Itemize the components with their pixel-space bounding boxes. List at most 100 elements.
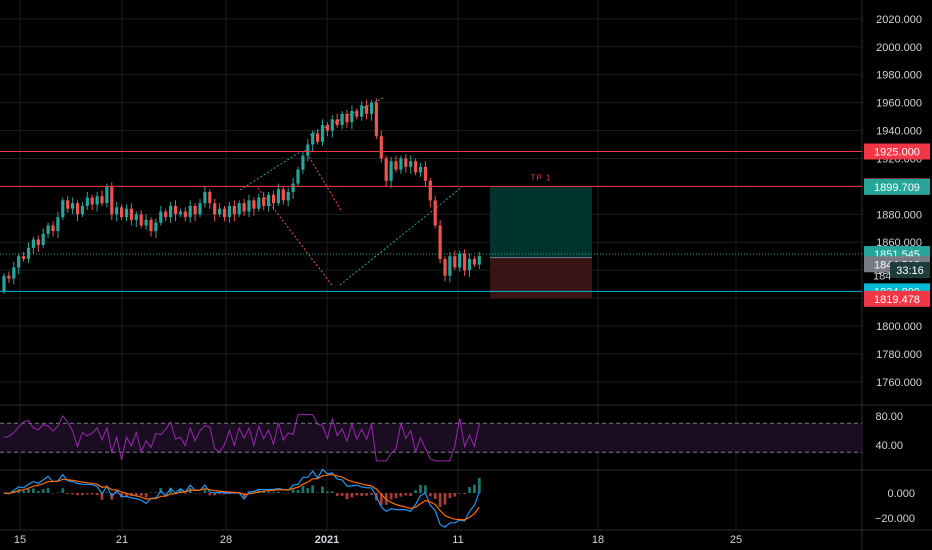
time-tick-label: 28 [220, 534, 232, 546]
candle-body [159, 211, 163, 223]
macd-histogram-bar [272, 492, 275, 493]
trend-lines[interactable] [239, 96, 463, 286]
candle-body [100, 196, 104, 204]
macd-histogram-bar [125, 493, 128, 497]
macd-histogram-bar [41, 489, 45, 493]
macd-histogram-bar [169, 487, 172, 493]
macd-histogram-bar [335, 493, 339, 497]
candle-body [75, 203, 80, 215]
price-tick-label: 1940.000 [876, 126, 922, 138]
macd-histogram-bar [477, 477, 481, 493]
candle-body [218, 208, 222, 215]
channel-line-red [304, 149, 343, 213]
candle-body [306, 144, 310, 156]
candle-body [414, 161, 418, 173]
candle-body [286, 191, 290, 201]
candle-body [242, 203, 246, 212]
macd-histogram-bar [458, 493, 462, 494]
candle-body [51, 225, 55, 232]
macd-histogram-bar [183, 493, 187, 494]
macd-histogram-bar [81, 493, 84, 496]
candle-body [22, 256, 26, 259]
candle-body [291, 183, 295, 192]
macd-histogram-bar [291, 489, 295, 493]
macd-histogram-bar [134, 493, 138, 496]
macd-histogram-bar [296, 490, 300, 493]
macd-histogram-bar [277, 491, 280, 493]
price-tick-label: 1780.000 [876, 349, 922, 361]
candle-body [232, 205, 236, 215]
candle-body [203, 191, 207, 204]
candle-body [271, 194, 276, 204]
candle-body [105, 186, 109, 204]
macd-histogram-bar [316, 492, 319, 494]
macd-histogram-bar [301, 486, 305, 493]
candle-body [453, 256, 457, 268]
macd-histogram-bar [242, 493, 246, 498]
macd-pane [2, 468, 481, 528]
macd-histogram-bar [453, 493, 457, 497]
macd-histogram-bar [281, 492, 285, 494]
candle-body [164, 211, 168, 218]
macd-histogram-bar [404, 493, 408, 496]
candle-body [330, 119, 334, 131]
signal-line [3, 473, 480, 521]
price-tag [864, 290, 930, 307]
macd-histogram-bar [115, 493, 119, 494]
candle-body [85, 197, 89, 206]
macd-histogram-bar [193, 493, 197, 494]
time-axis[interactable]: 15 21 28 2021 11 18 25 [14, 534, 742, 546]
candle-body [115, 207, 119, 215]
macd-histogram-bar [409, 493, 413, 496]
candle-body [139, 214, 143, 226]
candle-body [183, 211, 187, 218]
macd-histogram-bar [179, 489, 182, 493]
channel-line-red [257, 187, 333, 286]
candle-body [71, 203, 75, 209]
candle-body [443, 258, 447, 276]
macd-histogram-bar [355, 493, 359, 496]
candle-body [124, 208, 129, 218]
candle-body [149, 219, 153, 232]
macd-histogram-bar [27, 489, 30, 493]
macd-histogram-bar [379, 493, 383, 506]
position-tool[interactable]: TP 1 [490, 173, 592, 299]
candle-body [66, 200, 70, 209]
candle-body [247, 200, 251, 212]
candle-body [463, 253, 467, 271]
price-tags: 1925.0001900.0001824.8001899.7091851.545… [864, 143, 930, 307]
candle-body [345, 113, 349, 123]
target-zone [490, 186, 592, 258]
macd-histogram-bar [389, 493, 393, 500]
macd-histogram-bar [321, 486, 324, 493]
macd-histogram-bar [424, 485, 427, 493]
candle-body [477, 256, 481, 265]
candle-body [335, 119, 339, 125]
candle-body [129, 208, 133, 220]
price-tag [864, 178, 930, 195]
candle-body [188, 205, 192, 218]
candle-body [120, 207, 124, 218]
macd-line [3, 468, 480, 528]
macd-histogram-bar [66, 493, 70, 495]
macd-histogram-bar [90, 493, 94, 495]
candle-body [379, 136, 383, 159]
macd-histogram-bar [51, 493, 55, 494]
macd-histogram-bar [350, 493, 354, 498]
time-tick-label: 15 [14, 534, 26, 546]
countdown-text: 33:16 [896, 265, 924, 277]
horizontal-levels[interactable] [0, 151, 862, 292]
candle-body [438, 225, 442, 259]
candle-body [374, 102, 378, 137]
candle-body [252, 200, 256, 209]
macd-histogram-bar [164, 492, 168, 494]
macd-histogram-bar [149, 492, 153, 493]
macd-histogram-bar [76, 493, 79, 496]
candle-body [350, 111, 354, 123]
candle-body [340, 113, 344, 125]
macd-tick-label: −20.000 [875, 513, 915, 525]
macd-histogram-bar [443, 493, 447, 505]
macd-histogram-bar [95, 493, 99, 496]
candle-body [31, 239, 35, 248]
